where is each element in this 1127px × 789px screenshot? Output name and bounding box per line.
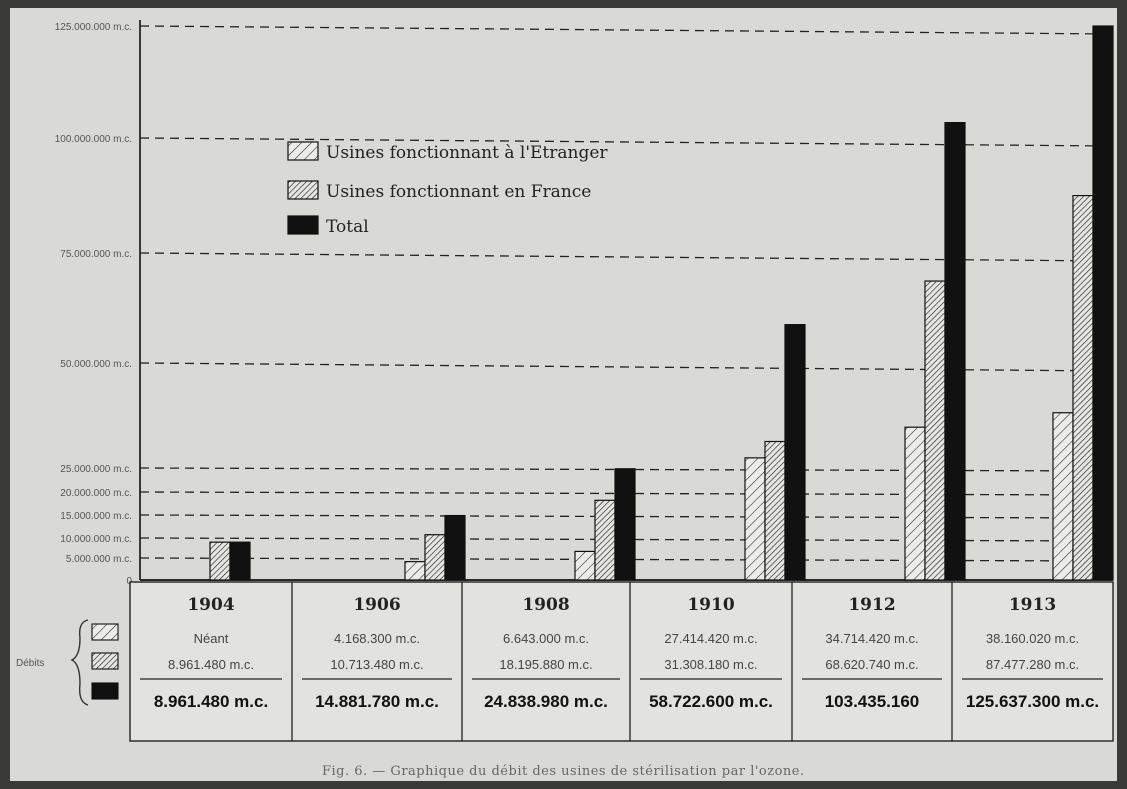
table-year: 1913 [1009, 595, 1056, 615]
bar-1904-total [229, 541, 251, 581]
table-year: 1904 [187, 595, 234, 615]
legend-swatch [287, 215, 319, 235]
table-total: 103.435.160 [825, 692, 920, 711]
y-axis-labels: 125.000.000 m.c. 100.000.000 m.c. 75.000.0… [55, 22, 133, 587]
table-france: 68.620.740 m.c. [825, 657, 918, 672]
bar-1910-total [784, 324, 806, 581]
bar-1906-etranger [404, 561, 426, 581]
table-legend-swatch [91, 623, 119, 641]
table-total: 58.722.600 m.c. [649, 692, 773, 711]
gridline [139, 137, 1114, 147]
scanned-page: 125.000.000 m.c. 100.000.000 m.c. 75.000.0… [10, 8, 1117, 781]
legend-label: Usines fonctionnant à l'Etranger [326, 143, 608, 163]
bar-1912-etranger [904, 426, 926, 581]
table-france: 31.308.180 m.c. [664, 657, 757, 672]
y-tick-label: 20.000.000 m.c. [60, 488, 132, 499]
y-tick-label: 100.000.000 m.c. [55, 134, 132, 145]
table-legend-swatch [91, 682, 119, 700]
data-table: Débits 1904 Néant 8.961.480 m.c. 8.961.480 m… [16, 581, 1114, 742]
table-total: 24.838.980 m.c. [484, 692, 608, 711]
table-france: 87.477.280 m.c. [986, 657, 1079, 672]
y-tick-label: 125.000.000 m.c. [55, 22, 132, 33]
table-year: 1906 [353, 595, 400, 615]
table-etranger: 6.643.000 m.c. [503, 631, 589, 646]
y-tick-label: 50.000.000 m.c. [60, 359, 132, 370]
y-tick-label: 15.000.000 m.c. [60, 511, 132, 522]
bar-1910-france [764, 440, 786, 581]
bar-1908-etranger [574, 550, 596, 581]
y-tick-label: 75.000.000 m.c. [60, 249, 132, 260]
row-label-debits: Débits [16, 658, 44, 669]
table-frame [129, 581, 1114, 742]
legend-swatch [287, 180, 319, 200]
bar-1912-total [944, 122, 966, 581]
table-year: 1912 [848, 595, 895, 615]
table-total: 14.881.780 m.c. [315, 692, 439, 711]
gridline [139, 25, 1114, 35]
bar-1912-france [924, 280, 946, 581]
y-tick-label: 10.000.000 m.c. [60, 534, 132, 545]
gridline [139, 362, 1114, 372]
legend-label: Usines fonctionnant en France [326, 182, 591, 202]
table-year: 1910 [687, 595, 734, 615]
legend: Usines fonctionnant à l'Etranger Usines f… [287, 141, 608, 237]
bar-1906-france [424, 534, 446, 581]
bar-1913-france [1072, 195, 1094, 581]
bar-1908-total [614, 468, 636, 581]
table-etranger: 38.160.020 m.c. [986, 631, 1079, 646]
y-tick-label: 25.000.000 m.c. [60, 464, 132, 475]
table-etranger: 27.414.420 m.c. [664, 631, 757, 646]
y-tick-label: 5.000.000 m.c. [66, 554, 132, 565]
bar-1908-france [594, 499, 616, 581]
figure-caption: Fig. 6. — Graphique du débit des usines … [322, 764, 805, 779]
table-etranger: Néant [194, 631, 229, 646]
legend-swatch [287, 141, 319, 161]
gridline [139, 252, 1114, 262]
table-etranger: 4.168.300 m.c. [334, 631, 420, 646]
table-total: 8.961.480 m.c. [154, 692, 268, 711]
brace [70, 619, 89, 706]
table-etranger: 34.714.420 m.c. [825, 631, 918, 646]
bar-1906-total [444, 514, 466, 581]
table-legend-swatch [91, 652, 119, 670]
legend-label: Total [326, 217, 369, 237]
table-total: 125.637.300 m.c. [966, 692, 1099, 711]
table-year: 1908 [522, 595, 569, 615]
table-france: 18.195.880 m.c. [499, 657, 592, 672]
ozone-output-chart: 125.000.000 m.c. 100.000.000 m.c. 75.000.0… [16, 20, 1114, 779]
bar-1910-etranger [744, 457, 766, 581]
table-france: 8.961.480 m.c. [168, 657, 254, 672]
table-france: 10.713.480 m.c. [330, 657, 423, 672]
bars [209, 25, 1114, 581]
bar-1913-total [1092, 25, 1114, 581]
bar-1904-france [209, 541, 231, 581]
bar-1913-etranger [1052, 412, 1074, 581]
